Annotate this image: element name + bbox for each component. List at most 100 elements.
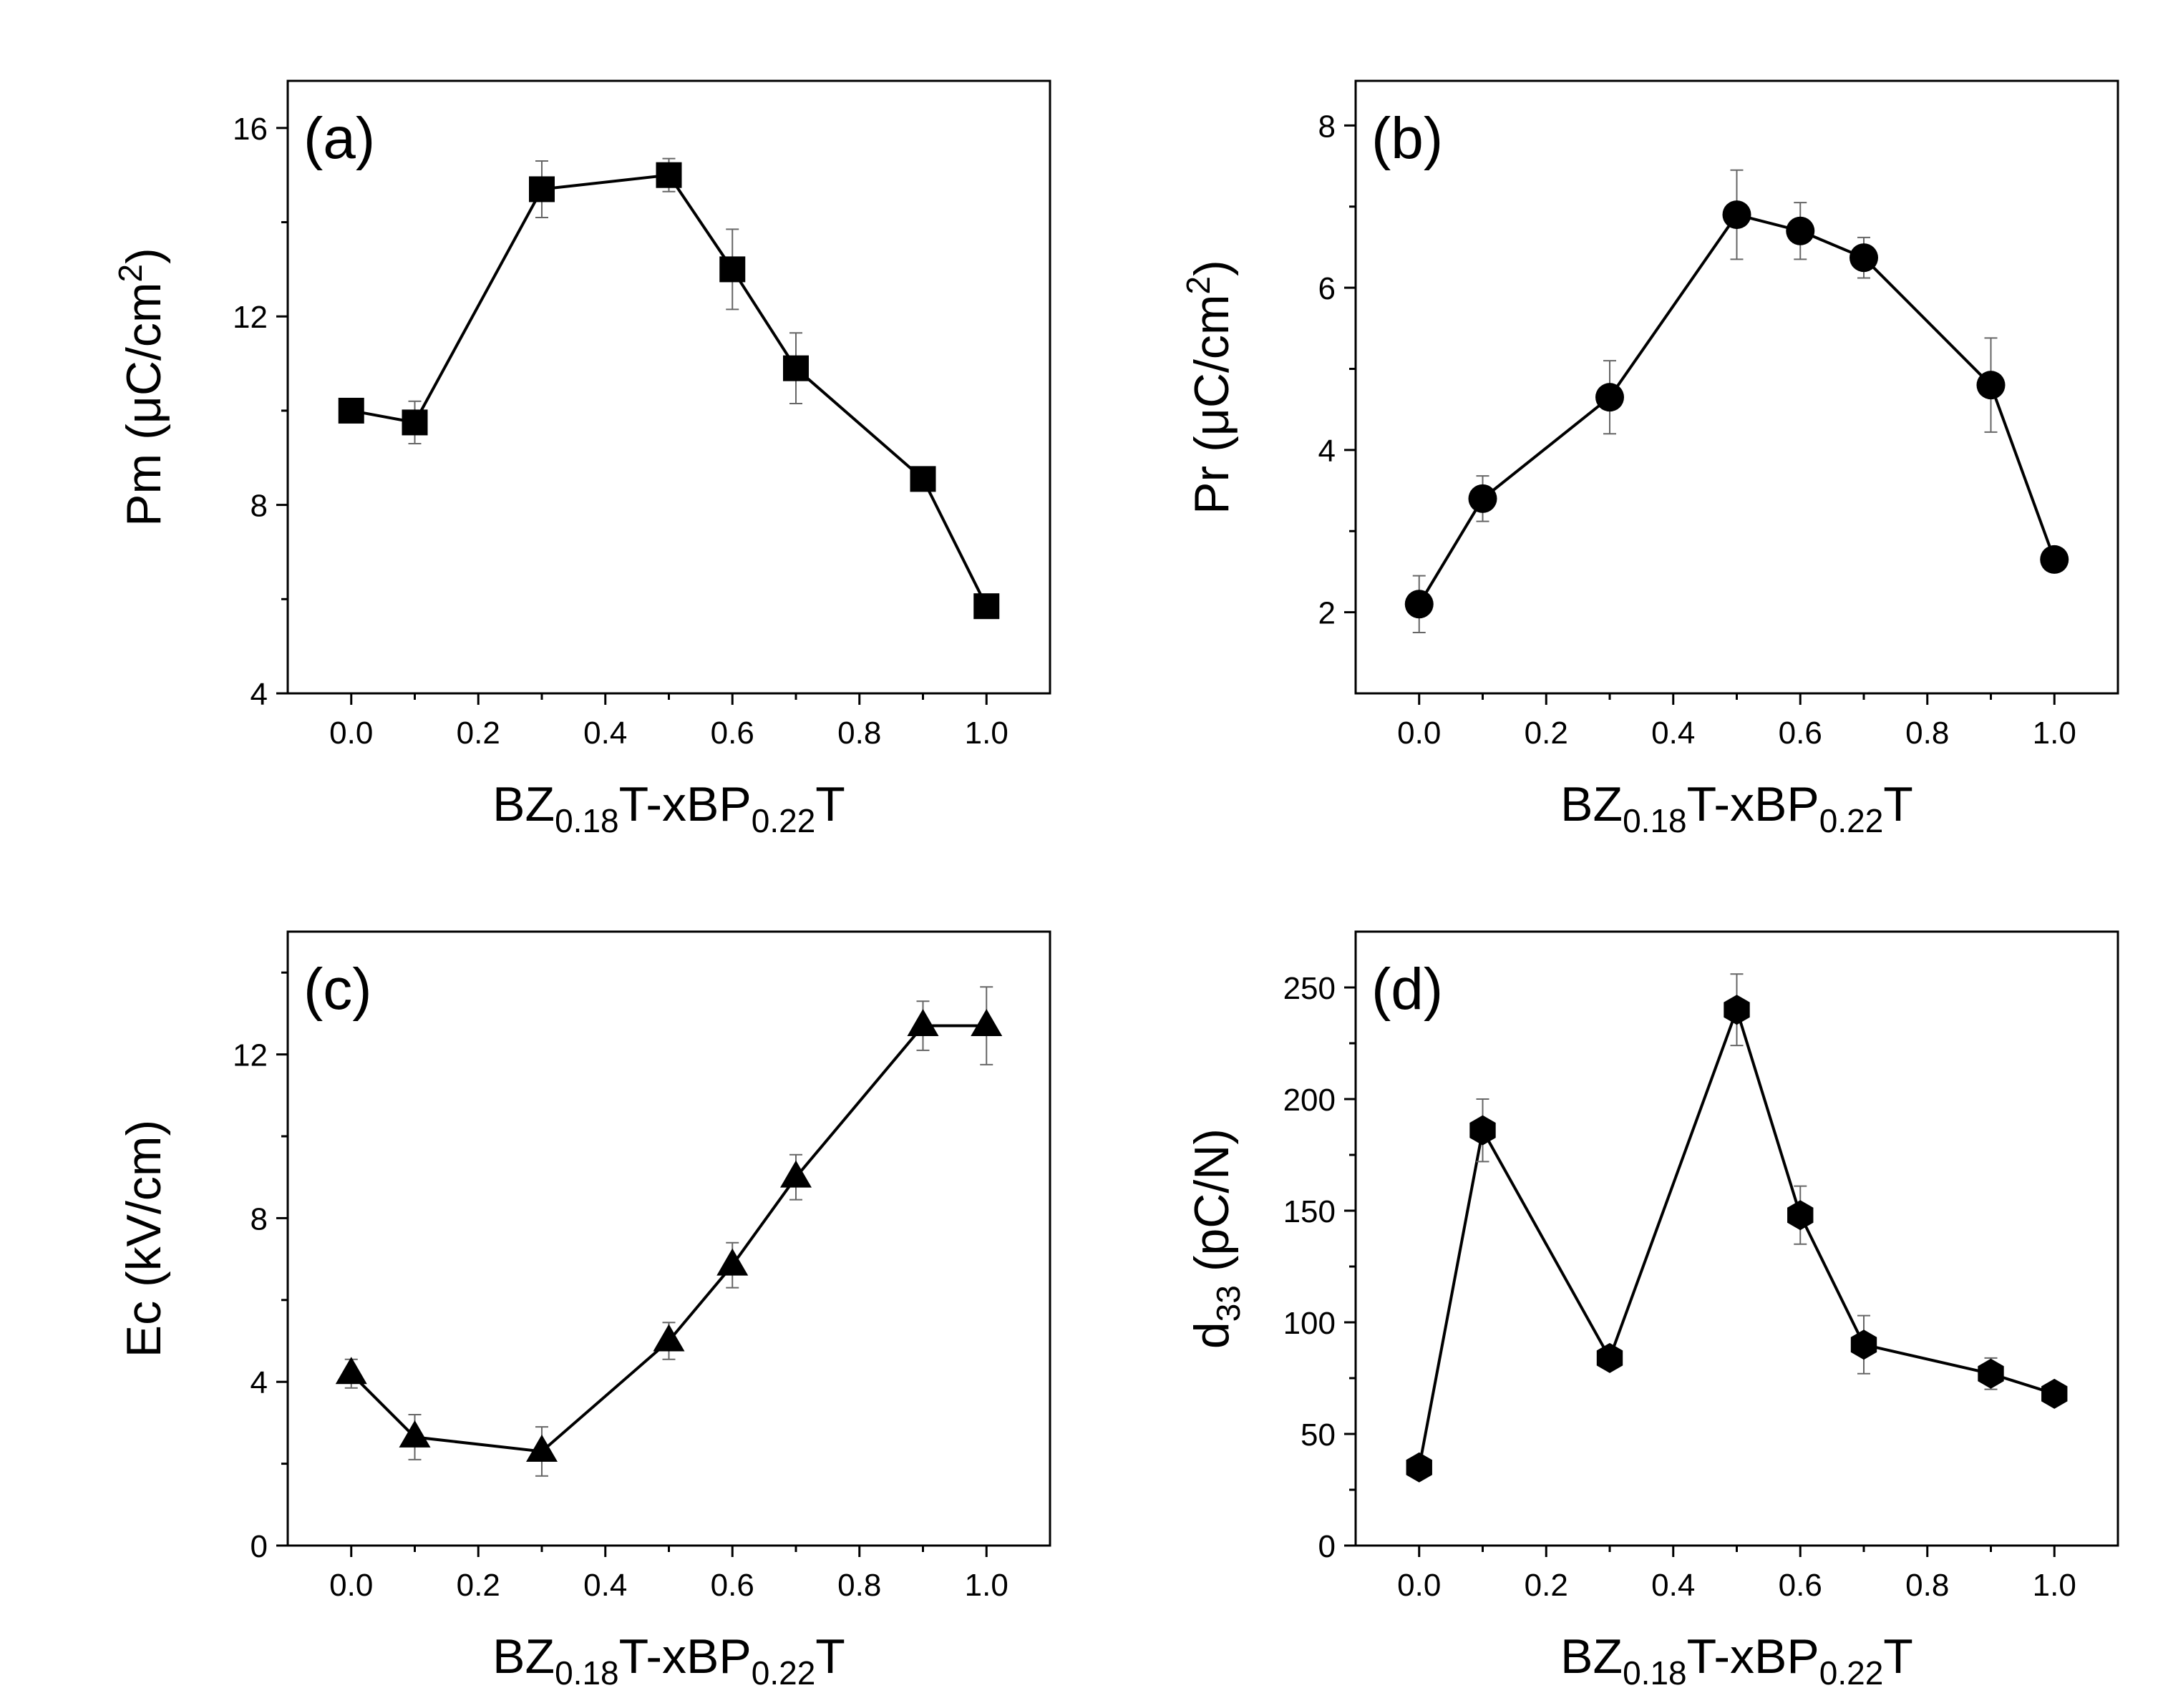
y-axis-label-part: Pr (μC/cm [1185, 294, 1239, 514]
y-tick-label: 16 [233, 112, 268, 147]
x-axis-label-subscript: 0.22 [752, 1654, 816, 1692]
data-marker-square [529, 176, 555, 202]
x-axis-label-subscript: 0.22 [752, 802, 816, 839]
x-tick-label: 0.4 [583, 1568, 627, 1603]
data-marker-square [402, 409, 428, 436]
data-marker-hexagon [1469, 1115, 1496, 1146]
data-marker-triangle [526, 1434, 558, 1462]
data-marker-circle [1976, 371, 2006, 400]
data-marker-triangle [335, 1357, 367, 1385]
data-marker-triangle [780, 1160, 812, 1188]
y-axis-label: Ec (kV/cm) [117, 1120, 171, 1357]
data-marker-hexagon [1724, 995, 1750, 1025]
data-marker-circle [1850, 243, 1878, 273]
y-tick-label: 100 [1283, 1306, 1336, 1341]
x-axis-label: BZ0.18T-xBP0.22T [1560, 777, 1913, 839]
y-tick-label: 200 [1283, 1083, 1336, 1118]
y-axis-label-part: ) [1185, 260, 1239, 276]
x-tick-label: 0.6 [1779, 1568, 1822, 1603]
y-tick-label: 12 [233, 1038, 268, 1073]
data-marker-triangle [399, 1420, 431, 1448]
x-tick-label: 1.0 [2033, 716, 2076, 751]
data-marker-hexagon [1406, 1452, 1432, 1483]
y-tick-label: 0 [251, 1529, 268, 1564]
data-marker-hexagon [1978, 1358, 2004, 1389]
x-axis-label-part: T-xBP [1687, 777, 1819, 831]
x-axis-label-part: BZ [1560, 777, 1623, 831]
data-marker-hexagon [1850, 1329, 1877, 1360]
data-marker-circle [1722, 200, 1751, 230]
x-axis-label-part: BZ [1560, 1629, 1623, 1684]
y-tick-label: 8 [1318, 109, 1336, 144]
x-tick-label: 0.2 [457, 716, 500, 751]
data-marker-square [338, 397, 364, 424]
x-axis-label-subscript: 0.22 [1819, 802, 1884, 839]
series-line [1418, 213, 2056, 605]
y-tick-label: 4 [251, 677, 268, 712]
data-marker-triangle [716, 1248, 749, 1276]
data-marker-circle [1468, 484, 1497, 513]
data-marker-hexagon [2041, 1378, 2068, 1409]
y-tick-label: 4 [1318, 434, 1336, 469]
data-marker-triangle [907, 1009, 939, 1036]
x-tick-label: 0.6 [711, 716, 754, 751]
x-axis-label-part: BZ [492, 777, 555, 831]
y-axis-label-part: (pC/N) [1185, 1128, 1239, 1285]
x-tick-label: 0.8 [1905, 716, 1949, 751]
x-tick-label: 0.0 [329, 716, 373, 751]
x-axis-label-subscript: 0.22 [1819, 1654, 1884, 1692]
y-axis-label-superscript: 2 [1180, 276, 1217, 295]
y-tick-label: 2 [1318, 596, 1336, 631]
x-axis-label-subscript: 0.18 [555, 1654, 619, 1692]
x-tick-label: 0.4 [583, 716, 627, 751]
data-marker-square [656, 162, 682, 188]
series-line [1417, 1005, 2055, 1468]
y-tick-label: 8 [251, 489, 268, 524]
x-axis-label-part: T [1883, 1629, 1913, 1684]
y-axis-label-part: d [1185, 1322, 1239, 1349]
plot-frame [286, 930, 1051, 1547]
series-line [350, 1024, 987, 1453]
panel-a: 0.0 0.2 0.4 0.6 0.8 1.0 4 8 12 16 (a) BZ0.18T-xBP0.… [112, 79, 1051, 839]
x-axis-label-part: T [1883, 777, 1913, 831]
data-marker-circle [1786, 216, 1815, 245]
y-tick-label: 12 [233, 300, 268, 335]
y-tick-label: 0 [1318, 1529, 1336, 1564]
data-marker-circle [2040, 545, 2069, 574]
x-tick-label: 0.8 [1905, 1568, 1949, 1603]
x-tick-label: 0.2 [457, 1568, 500, 1603]
x-axis-label-part: T-xBP [1687, 1629, 1819, 1684]
y-tick-label: 6 [1318, 271, 1336, 306]
y-axis-label-part: Pm (μC/cm [117, 282, 171, 526]
y-axis-label: Pm (μC/cm2) [112, 248, 171, 527]
x-axis-label: BZ0.18T-xBP0.22T [492, 777, 845, 839]
x-tick-label: 0.0 [1397, 1568, 1441, 1603]
x-axis-label-part: T-xBP [619, 1629, 752, 1684]
x-axis-label-subscript: 0.18 [1623, 802, 1687, 839]
panel-label: (c) [303, 957, 372, 1022]
series-line [351, 173, 988, 607]
data-marker-square [973, 593, 1000, 620]
y-axis-label-subscript: 33 [1210, 1285, 1247, 1322]
data-marker-circle [1595, 383, 1624, 412]
x-tick-label: 0.0 [1397, 716, 1441, 751]
data-marker-triangle [971, 1009, 1003, 1036]
data-marker-square [719, 256, 746, 283]
data-marker-square [910, 466, 936, 492]
x-axis-label-part: BZ [492, 1629, 555, 1684]
y-axis-label: d33 (pC/N) [1185, 1128, 1247, 1349]
x-tick-label: 1.0 [965, 1568, 1008, 1603]
x-tick-label: 0.8 [837, 716, 881, 751]
x-tick-label: 1.0 [2033, 1568, 2076, 1603]
x-axis-label-part: T [815, 777, 845, 831]
x-axis-label: BZ0.18T-xBP0.22T [492, 1629, 845, 1692]
x-axis-label: BZ0.18T-xBP0.22T [1560, 1629, 1913, 1692]
y-axis-label-part: ) [117, 248, 171, 264]
panel-b: 0.0 0.2 0.4 0.6 0.8 1.0 2 4 6 8 (b) BZ0.18T-xBP0.22… [1180, 79, 2119, 839]
data-marker-triangle [653, 1324, 685, 1352]
y-axis-label-part: Ec (kV/cm) [117, 1120, 171, 1357]
x-tick-label: 0.6 [711, 1568, 754, 1603]
panel-label: (d) [1371, 957, 1443, 1022]
x-axis-label-subscript: 0.18 [555, 802, 619, 839]
